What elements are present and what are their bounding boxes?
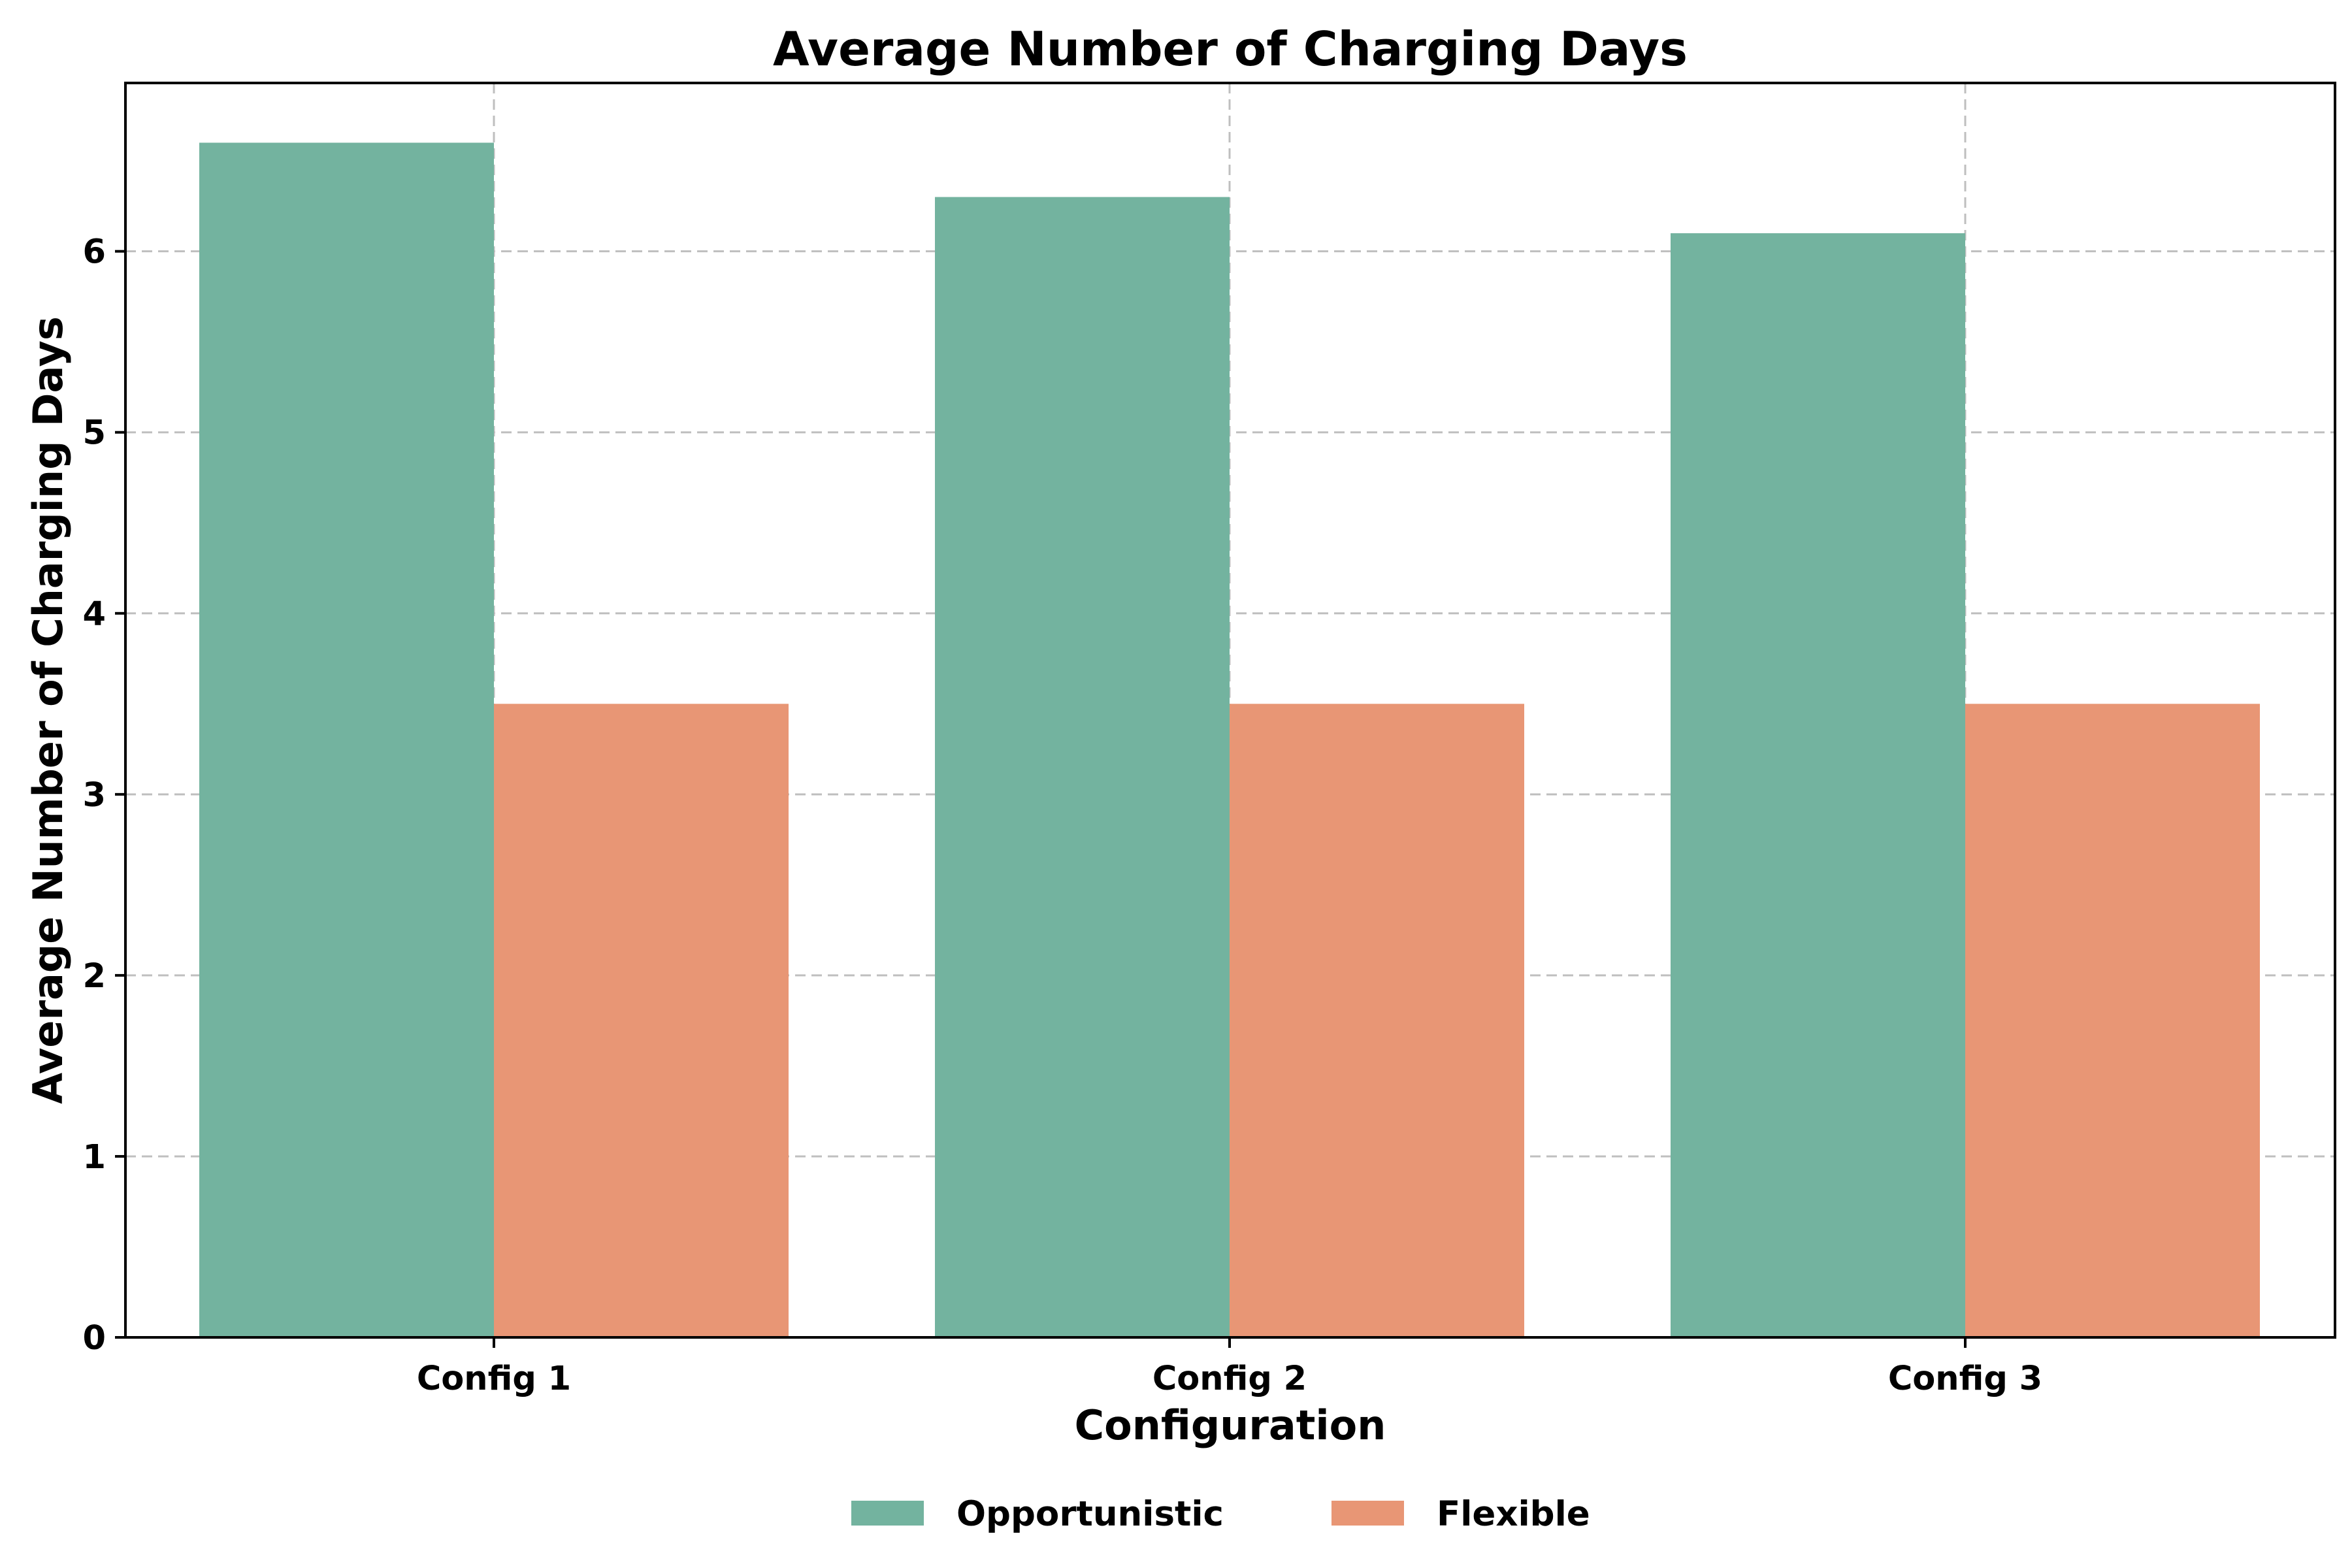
y-tick-label: 5 [83, 414, 106, 453]
bar-opportunistic-2 [935, 197, 1230, 1338]
bar-flexible-2 [1230, 704, 1524, 1337]
y-tick-label: 1 [83, 1138, 106, 1177]
y-tick-label: 4 [83, 595, 106, 634]
y-tick-label: 0 [83, 1319, 106, 1358]
y-axis-label: Average Number of Charging Days [24, 316, 72, 1104]
y-tick-label: 6 [83, 233, 106, 272]
bar-flexible-3 [1965, 704, 2260, 1337]
y-tick-label: 2 [83, 957, 106, 996]
bar-series [199, 142, 2260, 1338]
x-tick-label: Config 1 [417, 1360, 571, 1398]
x-tick-label: Config 2 [1152, 1360, 1307, 1398]
bar-flexible-1 [494, 704, 789, 1337]
legend-label-flexible: Flexible [1437, 1494, 1590, 1534]
legend: Opportunistic Flexible [851, 1494, 1590, 1534]
chart-title: Average Number of Charging Days [773, 22, 1688, 76]
y-tick-label: 3 [83, 776, 106, 815]
bar-opportunistic-1 [199, 142, 494, 1337]
legend-swatch-flexible [1331, 1501, 1404, 1526]
x-axis-label: Configuration [1075, 1401, 1386, 1449]
legend-swatch-opportunistic [851, 1501, 924, 1526]
x-tick-label: Config 3 [1888, 1360, 2042, 1398]
legend-label-opportunistic: Opportunistic [956, 1494, 1224, 1534]
bar-opportunistic-3 [1671, 233, 1965, 1338]
axis-ticks: 0 1 2 3 4 5 6 Config 1 Config 2 Config 3 [83, 233, 2043, 1398]
